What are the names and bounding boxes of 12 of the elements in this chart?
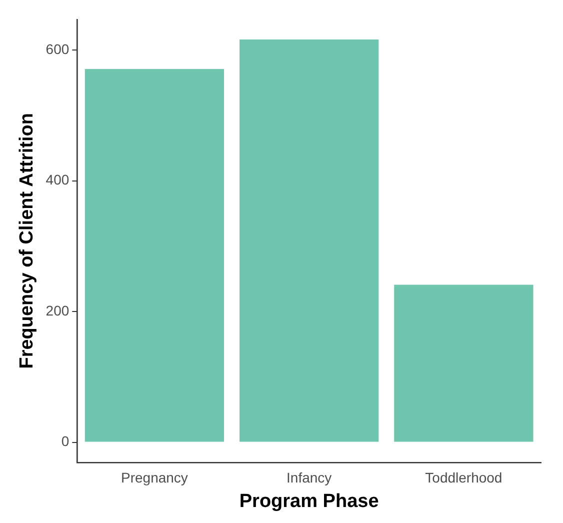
y-axis-title: Frequency of Client Attrition [16, 113, 38, 369]
y-tick-label: 0 [61, 433, 70, 450]
x-tick-label: Pregnancy [120, 470, 188, 486]
y-tick-label: 600 [46, 40, 70, 57]
y-tick-label: 400 [46, 172, 70, 188]
x-tick-label: Toddlerhood [425, 470, 502, 486]
y-tick-label: 200 [46, 302, 70, 318]
x-tick-label: Infancy [286, 470, 332, 486]
x-axis-title: Program Phase [239, 490, 379, 512]
bar [84, 68, 224, 442]
bar [240, 40, 379, 442]
bar [394, 284, 534, 442]
